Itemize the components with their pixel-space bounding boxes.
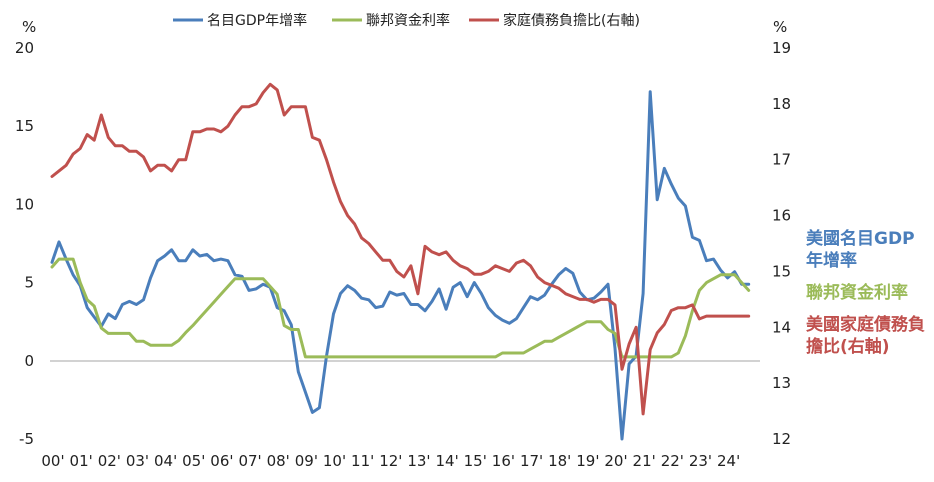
legend-label-debt: 家庭債務負擔比(右軸) — [503, 12, 640, 29]
x-tick-label: 11' — [351, 452, 374, 470]
series-layer — [50, 82, 751, 441]
right-tick-label: 12 — [772, 430, 791, 448]
right-tick-label: 16 — [772, 207, 791, 225]
series-line-gdp — [50, 90, 751, 441]
x-tick-label: 10' — [323, 452, 346, 470]
legend: 名目GDP年增率 聯邦資金利率 家庭債務負擔比(右軸) — [173, 12, 640, 29]
legend-label-gdp: 名目GDP年增率 — [207, 12, 307, 29]
x-tick-label: 08' — [267, 452, 290, 470]
x-tick-label: 13' — [407, 452, 430, 470]
x-tick-label: 22' — [661, 452, 684, 470]
right-tick-label: 18 — [772, 95, 791, 113]
x-tick-label: 05' — [182, 452, 205, 470]
right-tick-label: 13 — [772, 374, 791, 392]
x-tick-label: 14' — [435, 452, 458, 470]
x-tick-label: 17' — [520, 452, 543, 470]
left-tick-label: -5 — [19, 430, 34, 448]
left-axis-ticks: -5 0 5 10 15 20 — [15, 39, 34, 448]
x-tick-label: 21' — [633, 452, 656, 470]
x-tick-label: 23' — [689, 452, 712, 470]
left-axis-unit: % — [22, 18, 36, 36]
right-tick-label: 15 — [772, 262, 791, 280]
x-tick-label: 20' — [604, 452, 627, 470]
left-tick-label: 20 — [15, 39, 34, 57]
x-tick-label: 12' — [379, 452, 402, 470]
x-axis-ticks: 00' 01' 02' 03' 04' 05' 06' 07' 08' 09' 10' 11' 12' 1… — [41, 452, 740, 470]
series-line-debt — [50, 82, 751, 416]
x-tick-label: 07' — [238, 452, 261, 470]
left-tick-label: 0 — [24, 352, 34, 370]
left-tick-label: 5 — [24, 274, 34, 292]
legend-label-fed: 聯邦資金利率 — [366, 12, 450, 29]
right-tick-label: 19 — [772, 39, 791, 57]
x-tick-label: 06' — [210, 452, 233, 470]
x-tick-label: 18' — [548, 452, 571, 470]
x-tick-label: 15' — [464, 452, 487, 470]
left-tick-label: 10 — [15, 195, 34, 213]
x-tick-label: 09' — [295, 452, 318, 470]
x-tick-label: 00' — [41, 452, 64, 470]
x-tick-label: 04' — [154, 452, 177, 470]
side-label-gdp: 美國名目GDP年增率 — [806, 229, 915, 271]
right-tick-label: 14 — [772, 318, 791, 336]
x-tick-label: 03' — [126, 452, 149, 470]
series-line-fed — [50, 257, 751, 359]
left-tick-label: 15 — [15, 117, 34, 135]
right-tick-label: 17 — [772, 151, 791, 169]
right-axis-unit: % — [773, 18, 787, 36]
right-axis-ticks: 12 13 14 15 16 17 18 19 — [772, 39, 791, 448]
side-label-debt: 美國家庭債務負擔比(右軸) — [806, 315, 925, 357]
x-tick-label: 02' — [98, 452, 121, 470]
x-tick-label: 01' — [70, 452, 93, 470]
x-tick-label: 16' — [492, 452, 515, 470]
side-label-fed: 聯邦資金利率 — [806, 283, 908, 303]
x-tick-label: 19' — [576, 452, 599, 470]
x-tick-label: 24' — [717, 452, 740, 470]
